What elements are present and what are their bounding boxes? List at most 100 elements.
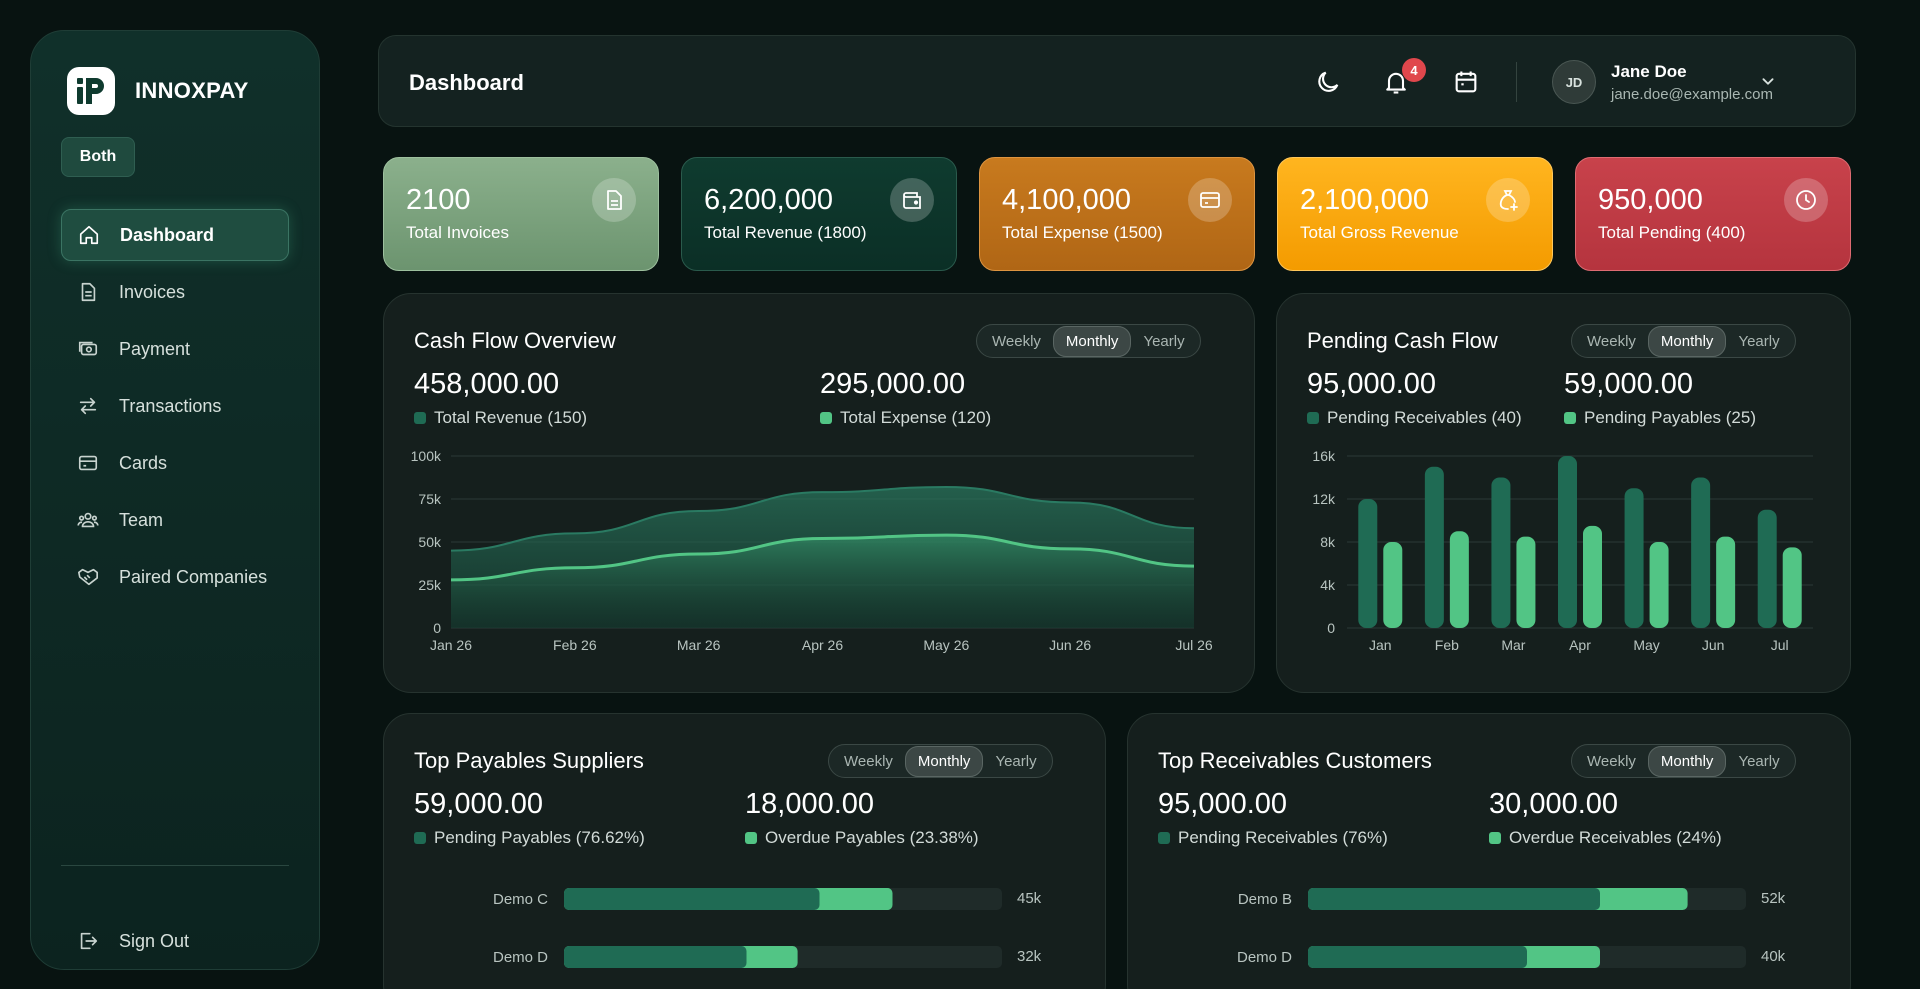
period-monthly-button[interactable]: Monthly (1647, 745, 1727, 777)
bar (1583, 525, 1602, 628)
period-yearly-button[interactable]: Yearly (1738, 332, 1780, 350)
period-weekly-button[interactable]: Weekly (1587, 752, 1636, 770)
period-selector: Weekly Monthly Yearly (828, 744, 1053, 778)
payables-suppliers-bar-chart: Demo C 45k Demo D 32k (493, 888, 1042, 968)
bar-pending (1308, 888, 1600, 910)
x-tick-label: Jan (1369, 637, 1392, 653)
sidebar-item-payment[interactable]: Payment (61, 323, 289, 375)
stat-card-total-pending[interactable]: 950,000 Total Pending (400) (1575, 157, 1851, 271)
stat-card-total-expense[interactable]: 4,100,000 Total Expense (1500) (979, 157, 1255, 271)
period-monthly-button[interactable]: Monthly (1052, 325, 1132, 357)
payment-icon (78, 341, 98, 356)
x-tick-label: Mar 26 (677, 637, 721, 653)
period-yearly-button[interactable]: Yearly (1738, 752, 1780, 770)
x-tick-label: Feb 26 (553, 637, 597, 653)
stat-value: 2,100,000 (1300, 184, 1430, 216)
y-tick-label: 16k (1312, 448, 1336, 464)
money-bag-icon (1499, 190, 1518, 211)
stat-value: 950,000 (1598, 184, 1703, 216)
cash-flow-overview-panel: Cash Flow Overview Weekly Monthly Yearly… (383, 293, 1255, 693)
card-icon (78, 455, 98, 471)
bar (1383, 542, 1403, 628)
x-tick-label: Feb (1435, 637, 1459, 653)
sidebar-item-label: Paired Companies (119, 566, 268, 587)
stat-card-total-gross-revenue[interactable]: 2,100,000 Total Gross Revenue (1277, 157, 1553, 271)
calendar-button[interactable] (1450, 66, 1482, 98)
sign-out-button[interactable]: Sign Out (61, 915, 289, 967)
bar (1624, 488, 1644, 628)
period-yearly-button[interactable]: Yearly (1143, 332, 1185, 350)
bar (1558, 456, 1577, 628)
sidebar-nav: Dashboard Invoices Payment Transactions … (61, 209, 289, 608)
pending-payables-value: 59,000.00 (414, 788, 544, 820)
legend-swatch (1158, 832, 1170, 844)
theme-toggle-button[interactable] (1312, 66, 1344, 98)
x-tick-label: May (1633, 637, 1659, 653)
bar (1424, 466, 1444, 628)
legend-label: Total Expense (120) (840, 408, 992, 427)
receivables-customers-bar-chart: Demo B 52k Demo D 40k (1237, 888, 1786, 968)
legend-overdue-receivables: Overdue Receivables (24%) (1489, 828, 1722, 848)
mode-badge[interactable]: Both (61, 137, 135, 177)
stat-value: 6,200,000 (704, 184, 834, 216)
notifications-button[interactable] (1380, 66, 1412, 98)
top-header: Dashboard 4 JD Jane Doe jane.doe@example… (378, 35, 1856, 127)
legend-pending-payables: Pending Payables (25) (1564, 408, 1756, 428)
brand-name: INNOXPAY (135, 78, 249, 103)
period-selector: Weekly Monthly Yearly (1571, 324, 1796, 358)
period-weekly-button[interactable]: Weekly (844, 752, 893, 770)
stat-label: Total Pending (400) (1598, 223, 1746, 242)
period-weekly-button[interactable]: Weekly (1587, 332, 1636, 350)
legend-label: Pending Receivables (40) (1327, 408, 1522, 427)
period-yearly-button[interactable]: Yearly (995, 752, 1037, 770)
chevron-down-icon[interactable] (1757, 70, 1779, 92)
y-tick-label: 50k (418, 534, 442, 550)
overdue-receivables-value: 30,000.00 (1489, 788, 1619, 820)
x-tick-label: Apr 26 (802, 637, 843, 653)
overdue-payables-value: 18,000.00 (745, 788, 875, 820)
brand[interactable]: INNOXPAY (67, 67, 249, 115)
stat-card-total-invoices[interactable]: 2100 Total Invoices (383, 157, 659, 271)
legend-swatch (414, 832, 426, 844)
sidebar-item-transactions[interactable]: Transactions (61, 380, 289, 432)
stat-icon (890, 178, 934, 222)
y-tick-label: 75k (418, 491, 442, 507)
top-payables-suppliers-panel: Top Payables Suppliers Weekly Monthly Ye… (383, 713, 1106, 989)
period-weekly-button[interactable]: Weekly (992, 332, 1041, 350)
period-selector: Weekly Monthly Yearly (976, 324, 1201, 358)
stat-value: 2100 (406, 184, 471, 216)
sidebar-item-paired-companies[interactable]: Paired Companies (61, 551, 289, 603)
x-tick-label: Apr (1569, 637, 1591, 653)
y-tick-label: 25k (418, 577, 442, 593)
home-icon (79, 225, 99, 245)
panel-title: Top Receivables Customers (1158, 748, 1432, 773)
legend-pending-receivables: Pending Receivables (76%) (1158, 828, 1388, 848)
wallet-icon (903, 192, 921, 209)
period-monthly-button[interactable]: Monthly (904, 745, 984, 777)
sidebar-item-label: Transactions (119, 395, 222, 416)
card-icon (1200, 192, 1220, 208)
sidebar-item-label: Dashboard (120, 224, 215, 245)
sidebar-item-label: Payment (119, 338, 191, 359)
legend-swatch (1307, 412, 1319, 424)
sidebar-item-cards[interactable]: Cards (61, 437, 289, 489)
stat-label: Total Revenue (1800) (704, 223, 867, 242)
bar (1449, 531, 1469, 628)
sidebar: INNOXPAY Both Dashboard Invoices Payment… (30, 30, 320, 970)
sidebar-item-invoices[interactable]: Invoices (61, 266, 289, 318)
document-icon (81, 282, 96, 302)
legend-swatch (1564, 412, 1576, 424)
sidebar-item-dashboard[interactable]: Dashboard (61, 209, 289, 261)
series-line (450, 533, 1195, 582)
period-monthly-button[interactable]: Monthly (1647, 325, 1727, 357)
team-icon (77, 512, 99, 528)
sidebar-item-team[interactable]: Team (61, 494, 289, 546)
sidebar-divider (61, 865, 289, 866)
avatar[interactable]: JD (1552, 60, 1596, 104)
series-area (451, 535, 1194, 628)
stat-icon (1188, 178, 1232, 222)
stat-card-total-revenue[interactable]: 6,200,000 Total Revenue (1800) (681, 157, 957, 271)
cash-flow-area-chart: 0 25k 50k 75k 100k Jan 26 Feb 26 Mar 26 Apr 26 Ma… (411, 448, 1213, 653)
category-label: Demo D (1237, 949, 1292, 966)
legend-label: Overdue Payables (23.38%) (765, 828, 979, 847)
